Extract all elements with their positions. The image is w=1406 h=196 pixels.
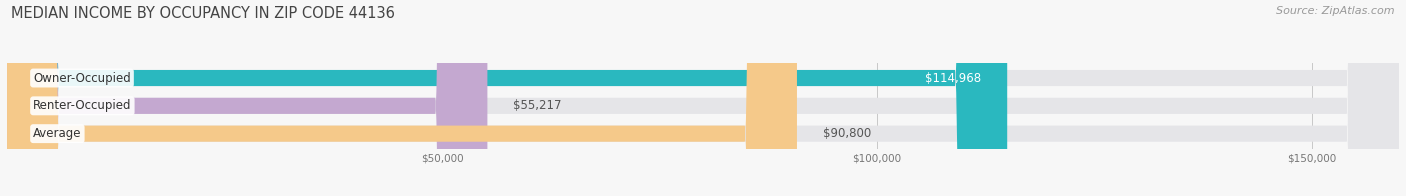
FancyBboxPatch shape [7,0,488,196]
Text: Source: ZipAtlas.com: Source: ZipAtlas.com [1277,6,1395,16]
FancyBboxPatch shape [7,0,797,196]
FancyBboxPatch shape [7,0,1399,196]
FancyBboxPatch shape [7,0,1399,196]
Text: $55,217: $55,217 [513,99,562,112]
Text: Owner-Occupied: Owner-Occupied [34,72,131,84]
FancyBboxPatch shape [7,0,1007,196]
Text: $90,800: $90,800 [823,127,872,140]
Text: Average: Average [34,127,82,140]
FancyBboxPatch shape [7,0,1399,196]
Text: $114,968: $114,968 [925,72,981,84]
Text: MEDIAN INCOME BY OCCUPANCY IN ZIP CODE 44136: MEDIAN INCOME BY OCCUPANCY IN ZIP CODE 4… [11,6,395,21]
Text: Renter-Occupied: Renter-Occupied [34,99,132,112]
